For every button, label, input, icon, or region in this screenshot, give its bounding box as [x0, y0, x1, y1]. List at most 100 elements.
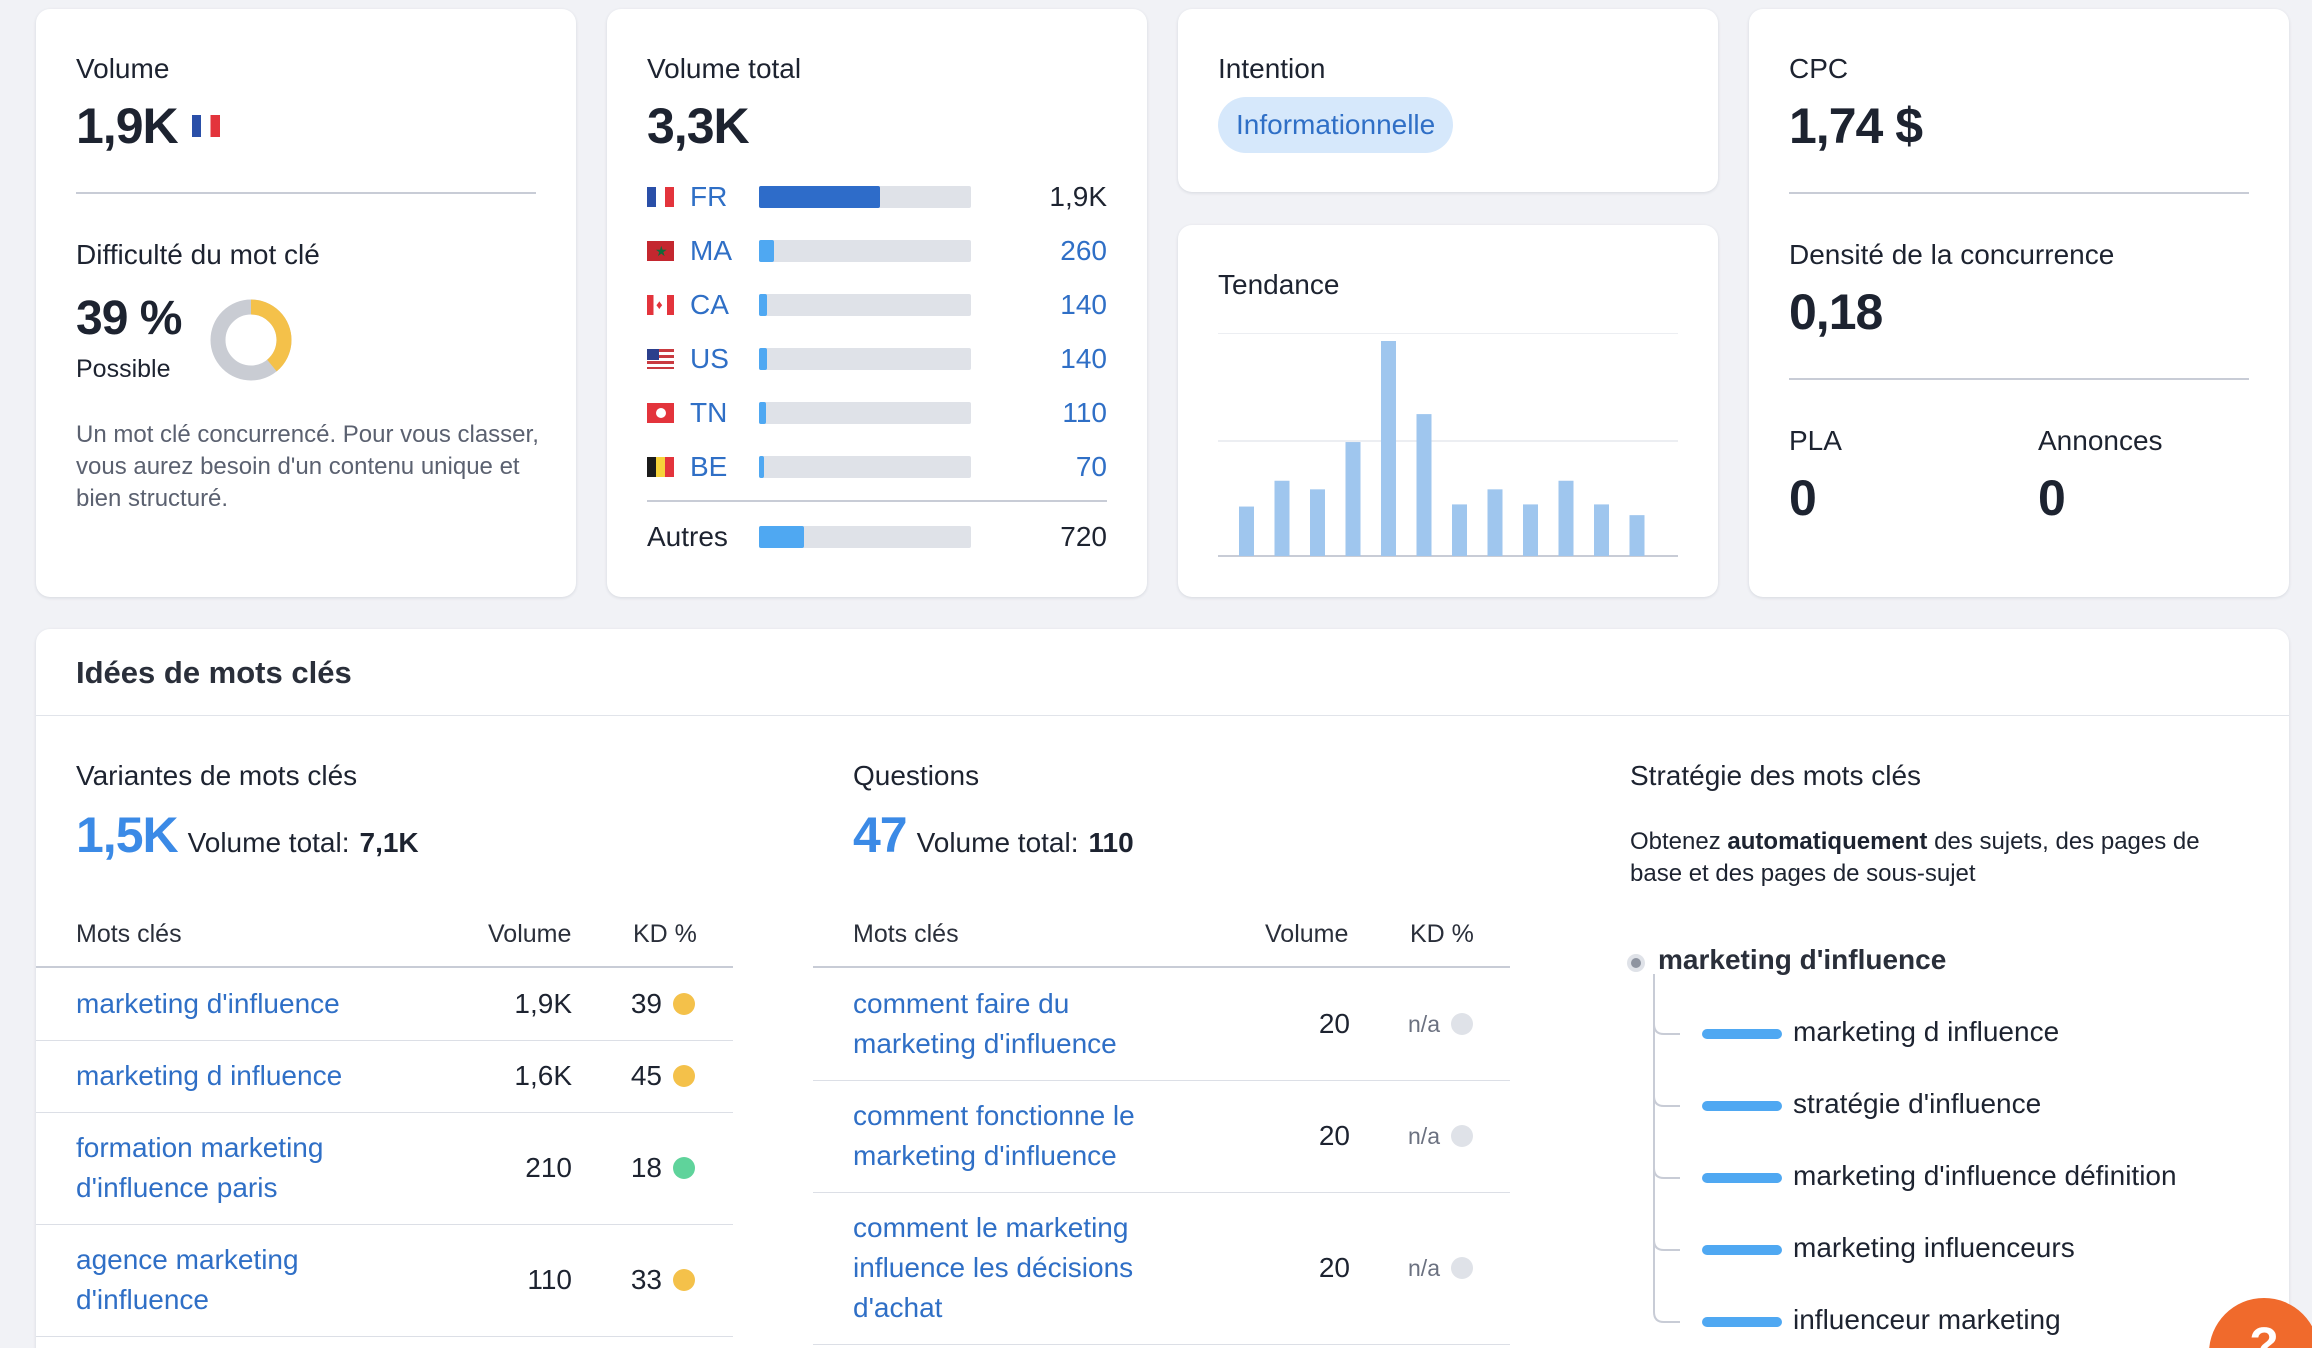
country-row-ma[interactable]: MA 260 — [647, 231, 1107, 271]
question-link[interactable]: comment faire du marketing d'influence — [853, 988, 1117, 1059]
intent-label: Intention — [1218, 53, 1326, 84]
variants-col-volume: Volume — [488, 920, 572, 948]
strategy-item-bar — [1702, 1173, 1782, 1183]
kd-dot-icon — [673, 993, 695, 1015]
strategy-item-label[interactable]: marketing d influence — [1793, 1016, 2060, 1047]
country-bar-fill — [759, 456, 765, 478]
questions-total: 110 — [1088, 827, 1134, 858]
keyword-volume: 210 — [525, 1152, 572, 1183]
keyword-volume: 1,9K — [514, 988, 572, 1019]
strategy-item-label[interactable]: marketing influenceurs — [1793, 1232, 2075, 1263]
trend-bar — [1523, 504, 1538, 556]
cpc-card: CPC 1,74 $ Densité de la concurrence 0,1… — [1749, 9, 2289, 597]
questions-col-volume: Volume — [1265, 920, 1349, 948]
trend-card: Tendance — [1178, 225, 1718, 597]
total-volume-label: Volume total — [647, 53, 802, 84]
kd-dot-icon — [1451, 1013, 1473, 1035]
variants-col-keywords: Mots clés — [76, 920, 182, 948]
keyword-kd: 18 — [630, 1152, 662, 1183]
country-value[interactable]: 140 — [1060, 343, 1107, 374]
question-link[interactable]: comment fonctionne le marketing d'influen… — [853, 1100, 1135, 1171]
keyword-ideas-card — [36, 629, 2289, 1348]
strategy-item-label[interactable]: marketing d'influence définition — [1793, 1160, 2177, 1191]
trend-bar — [1594, 504, 1609, 556]
difficulty-value: 39 % — [76, 292, 182, 345]
questions-count[interactable]: 47 — [853, 807, 908, 863]
country-row-be[interactable]: BE 70 — [647, 447, 1107, 487]
ma-flag-icon — [647, 241, 674, 261]
trend-bar — [1629, 515, 1645, 556]
others-row: Autres 720 — [647, 517, 1107, 557]
country-code[interactable]: MA — [690, 235, 732, 266]
trend-bar — [1310, 489, 1325, 556]
variants-label: Variantes de mots clés — [76, 760, 358, 791]
strategy-root-keyword[interactable]: marketing d'influence — [1658, 944, 1947, 975]
trend-bar — [1416, 414, 1432, 556]
kd-dot-icon — [1451, 1125, 1473, 1147]
country-value[interactable]: 70 — [1075, 451, 1107, 482]
trend-bar — [1381, 341, 1396, 556]
fr-flag-icon — [647, 187, 674, 207]
question-kd: n/a — [1408, 1123, 1440, 1149]
kd-dot-icon — [1451, 1257, 1473, 1279]
country-row-us[interactable]: US 140 — [647, 339, 1107, 379]
strategy-item-label[interactable]: stratégie d'influence — [1793, 1088, 2042, 1119]
trend-bar — [1452, 504, 1467, 556]
country-code[interactable]: TN — [690, 397, 728, 428]
strategy-item-bar — [1702, 1101, 1782, 1111]
volume-card: Volume 1,9K Difficulté du mot clé 39 % P… — [36, 9, 576, 597]
keyword-kd: 45 — [630, 1060, 662, 1091]
country-bar — [759, 240, 971, 262]
difficulty-label: Difficulté du mot clé — [76, 239, 320, 270]
country-bar-fill — [759, 186, 880, 208]
keyword-link[interactable]: marketing d influence — [76, 1060, 343, 1091]
strategy-label: Stratégie des mots clés — [1630, 760, 1922, 791]
variants-total: 7,1K — [359, 827, 419, 858]
strategy-item-bar — [1702, 1245, 1782, 1255]
others-bar-fill — [759, 526, 804, 548]
others-label: Autres — [647, 521, 728, 552]
keyword-link[interactable]: agence marketing d'influence — [76, 1244, 299, 1315]
country-value[interactable]: 110 — [1062, 397, 1107, 428]
trend-label: Tendance — [1218, 269, 1340, 300]
keyword-link[interactable]: marketing d'influence — [76, 988, 340, 1019]
country-row-ca[interactable]: CA 140 — [647, 285, 1107, 325]
keyword-kd: 33 — [630, 1264, 662, 1295]
fr-flag-icon — [191, 115, 220, 137]
questions-col-kd: KD % — [1410, 920, 1474, 948]
ads-label: Annonces — [2038, 425, 2163, 456]
strategy-item-bar — [1702, 1317, 1782, 1327]
strategy-item-bar — [1702, 1029, 1782, 1039]
keyword-volume: 1,6K — [514, 1060, 572, 1091]
country-value[interactable]: 140 — [1060, 289, 1107, 320]
country-value[interactable]: 260 — [1060, 235, 1107, 266]
kd-dot-icon — [673, 1065, 695, 1087]
intent-badge[interactable]: Informationnelle — [1218, 97, 1454, 153]
country-row-tn[interactable]: TN 110 — [647, 393, 1107, 433]
question-volume: 20 — [1318, 1120, 1350, 1151]
volume-label: Volume — [76, 53, 170, 84]
questions-total-prefix: Volume total: — [916, 827, 1079, 858]
country-value: 1,9K — [1049, 181, 1107, 212]
question-link[interactable]: comment le marketing influence les décisi… — [853, 1212, 1134, 1323]
others-bar — [759, 526, 971, 548]
strategy-item-label[interactable]: influenceur marketing — [1793, 1304, 2061, 1335]
difficulty-level: Possible — [76, 355, 171, 383]
country-row-fr[interactable]: FR 1,9K — [647, 177, 1107, 217]
country-code[interactable]: FR — [690, 181, 728, 212]
country-code[interactable]: US — [690, 343, 729, 374]
question-kd: n/a — [1408, 1255, 1440, 1281]
ca-flag-icon — [647, 295, 674, 315]
strategy-description: Obtenez automatiquement des sujets, des … — [1630, 828, 2200, 887]
variants-count[interactable]: 1,5K — [76, 807, 179, 863]
ideas-title: Idées de mots clés — [76, 655, 352, 690]
country-bar-fill — [759, 402, 767, 424]
tn-flag-icon — [647, 403, 674, 423]
country-code[interactable]: BE — [690, 451, 728, 482]
country-code[interactable]: CA — [690, 289, 729, 320]
keyword-link[interactable]: formation marketing d'influence paris — [76, 1132, 324, 1203]
volume-value: 1,9K — [76, 98, 179, 154]
trend-bar — [1558, 480, 1574, 556]
trend-bar — [1239, 506, 1254, 556]
strategy-tree-lines — [1627, 954, 1680, 1323]
